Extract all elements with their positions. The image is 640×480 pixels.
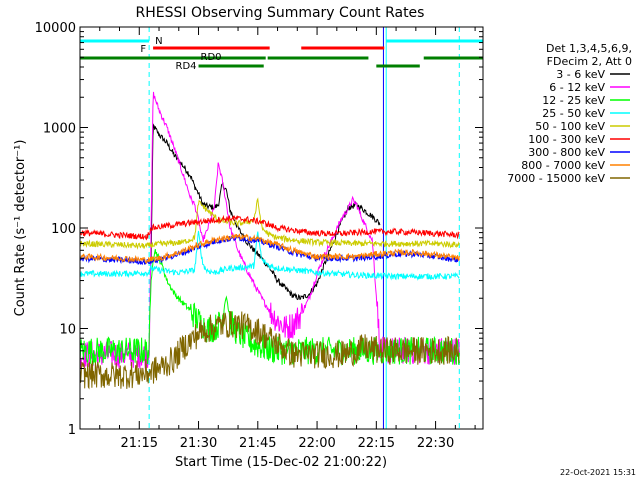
state-label-f: F (140, 44, 146, 55)
legend-label: 300 - 800 keV (528, 146, 605, 159)
legend-label: 3 - 6 keV (556, 68, 605, 81)
series-800-7000-kev (80, 233, 460, 264)
legend-header: FDecim 2, Att 0 (547, 55, 632, 68)
series-50-100-kev (80, 197, 460, 250)
footer-date: 22-Oct-2021 15:31 (560, 468, 636, 477)
legend-label: 100 - 300 keV (528, 133, 605, 146)
y-tick-label: 10 (59, 323, 76, 338)
legend-label: 50 - 100 keV (535, 120, 605, 133)
x-tick-label: 22:15 (358, 436, 395, 451)
x-tick-label: 21:45 (239, 436, 276, 451)
x-tick-label: 21:30 (180, 436, 217, 451)
state-label-n: N (155, 36, 162, 47)
state-bars: NF RD0 RD4 (80, 36, 483, 72)
series-100-300-kev (80, 214, 460, 241)
state-label-rd0: RD0 (201, 52, 222, 63)
legend: Det 1,3,4,5,6,9,FDecim 2, Att 03 - 6 keV… (507, 42, 632, 185)
x-tick-label: 21:15 (121, 436, 158, 451)
y-tick-label: 1000 (43, 122, 76, 137)
y-tick-label: 10000 (35, 21, 76, 36)
x-axis-label: Start Time (15-Dec-02 21:00:22) (175, 455, 387, 470)
y-axis-label: Count Rate (s⁻¹ detector⁻¹) (13, 140, 28, 317)
y-tick-label: 100 (51, 222, 76, 237)
legend-header: Det 1,3,4,5,6,9, (546, 42, 632, 55)
series-7000-15000-kev (80, 311, 460, 390)
legend-label: 25 - 50 keV (542, 107, 605, 120)
legend-label: 6 - 12 keV (549, 81, 605, 94)
legend-label: 12 - 25 keV (542, 94, 605, 107)
x-axis-ticks: 21:15 21:30 21:45 22:00 22:15 22:30 (99, 27, 476, 451)
chart-title: RHESSI Observing Summary Count Rates (136, 5, 425, 21)
y-axis-ticks: 1 10 100 1000 10000 (35, 21, 483, 438)
x-tick-label: 22:30 (417, 436, 454, 451)
series-300-800-kev (80, 234, 460, 266)
y-tick-label: 1 (68, 423, 76, 438)
series-25-50-kev (80, 230, 460, 281)
x-tick-label: 22:00 (298, 436, 335, 451)
state-label-rd4: RD4 (176, 61, 197, 72)
series-layer (80, 91, 460, 390)
legend-label: 7000 - 15000 keV (507, 172, 605, 185)
legend-label: 800 - 7000 keV (521, 159, 605, 172)
